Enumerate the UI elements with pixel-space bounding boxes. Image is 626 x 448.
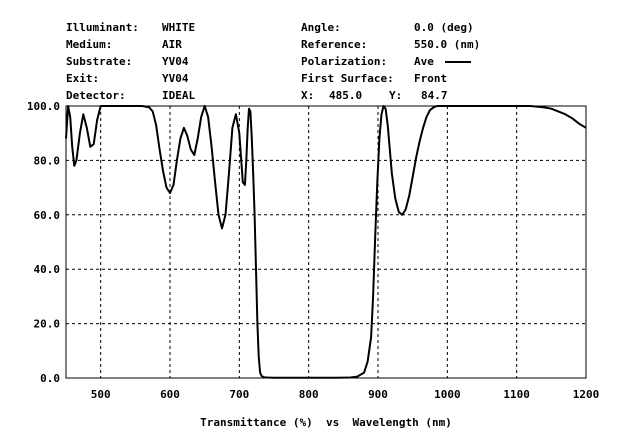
illuminant-label: Illuminant:: [66, 21, 139, 34]
exit-value: YV04: [162, 72, 189, 85]
polarization-legend-line: [445, 61, 471, 63]
first-surface-label: First Surface:: [301, 72, 394, 85]
x-tick-label-0: 500: [91, 388, 111, 401]
y-tick-label-3: 60.0: [34, 209, 61, 222]
y-tick-label-2: 40.0: [34, 263, 61, 276]
axes: [65, 105, 587, 379]
cursor-x-value: 485.0: [329, 89, 363, 102]
y-tick-label-0: 0.0: [40, 372, 60, 385]
x-tick-label-1: 600: [160, 388, 180, 401]
reference-label: Reference:: [301, 38, 368, 51]
polarization-label: Polarization:: [301, 55, 388, 68]
x-tick-label-7: 1200: [573, 388, 600, 401]
cursor-y-label: Y:: [389, 89, 403, 102]
x-tick-label-4: 900: [368, 388, 388, 401]
y-tick-label-5: 100.0: [27, 100, 60, 113]
series-line-0: [65, 105, 587, 379]
plot-frame: [65, 105, 587, 379]
detector-label: Detector:: [66, 89, 126, 102]
medium-value: AIR: [162, 38, 182, 51]
header-left-block: Illuminant: WHITE Medium: AIR Substrate:…: [66, 19, 286, 109]
x-tick-label-5: 1000: [434, 388, 461, 401]
y-tick-labels: 0.0 20.0 40.0 60.0 80.0 100.0: [27, 100, 60, 385]
x-tick-labels: 500 600 700 800 900 1000 1100 1200: [91, 388, 600, 401]
angle-label: Angle:: [301, 21, 341, 34]
polarization-value: Ave: [414, 55, 434, 68]
x-tick-label-6: 1100: [503, 388, 530, 401]
y-tick-label-4: 80.0: [34, 154, 61, 167]
medium-label: Medium:: [66, 38, 113, 51]
angle-value: 0.0 (deg): [414, 21, 474, 34]
series-group: [65, 105, 587, 379]
reference-value: 550.0 (nm): [414, 38, 481, 51]
detector-value: IDEAL: [162, 89, 196, 102]
illuminant-value: WHITE: [162, 21, 196, 34]
substrate-value: YV04: [162, 55, 189, 68]
exit-label: Exit:: [66, 72, 100, 85]
cursor-y-value: 84.7: [421, 89, 448, 102]
x-tick-label-2: 700: [229, 388, 249, 401]
y-tick-label-1: 20.0: [34, 318, 61, 331]
x-tick-label-3: 800: [299, 388, 319, 401]
cursor-x-label: X:: [301, 89, 315, 102]
header-right-block: Angle: 0.0 (deg) Reference: 550.0 (nm) P…: [301, 19, 601, 109]
grid: [66, 106, 586, 378]
substrate-label: Substrate:: [66, 55, 133, 68]
x-axis-title: Transmittance (%) vs Wavelength (nm): [200, 416, 452, 429]
first-surface-value: Front: [414, 72, 448, 85]
